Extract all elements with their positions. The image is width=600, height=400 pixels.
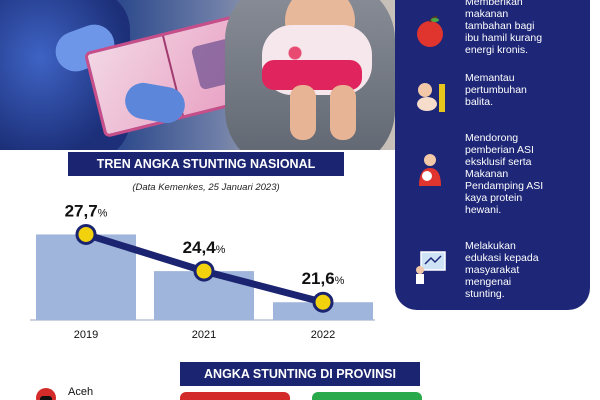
breastfeeding-icon [419, 154, 441, 186]
chart-category-label: 2021 [192, 329, 216, 341]
province-green-header [312, 392, 422, 400]
chart-value-label: 27,7% [65, 201, 108, 220]
chart-value-label: 21,6% [302, 269, 345, 288]
right-panel: Memberikan makanan tambahan bagi ibu ham… [395, 0, 600, 400]
apple-icon [417, 16, 443, 47]
province-section-title: ANGKA STUNTING DI PROVINSI [180, 362, 420, 386]
baby-measure-icon [417, 83, 445, 112]
chart-point [312, 291, 334, 313]
aceh-province-icon [36, 388, 56, 400]
tip-text: Memberikan makanan tambahan bagi ibu ham… [465, 0, 543, 56]
chart-category-label: 2022 [311, 329, 335, 341]
chart-value-label: 24,4% [183, 238, 226, 257]
stunting-trend-chart: 27,7% 24,4% 21,6% 2019 2021 2022 [30, 201, 375, 341]
chart-point [75, 223, 97, 245]
chart-point [193, 260, 215, 282]
baby-leg [290, 85, 316, 140]
chart-bar [36, 234, 136, 320]
tip-text: Memantau pertumbuhan balita. [465, 72, 527, 108]
province-name: Aceh [68, 386, 94, 398]
prevention-tips-box: Memberikan makanan tambahan bagi ibu ham… [395, 0, 590, 310]
tip-text: Mendorong pemberian ASI eksklusif serta … [465, 132, 544, 216]
province-red-header [180, 392, 290, 400]
chart-title: TREN ANGKA STUNTING NASIONAL [68, 152, 344, 176]
chart-category-label: 2019 [74, 329, 98, 341]
baby-leg [330, 85, 356, 140]
chart-subtitle: (Data Kemenkes, 25 Januari 2023) [132, 182, 280, 193]
tip-text: Melakukan edukasi kepada masyarakat meng… [465, 240, 539, 300]
hero-photo [0, 0, 400, 150]
education-icon [416, 251, 446, 284]
